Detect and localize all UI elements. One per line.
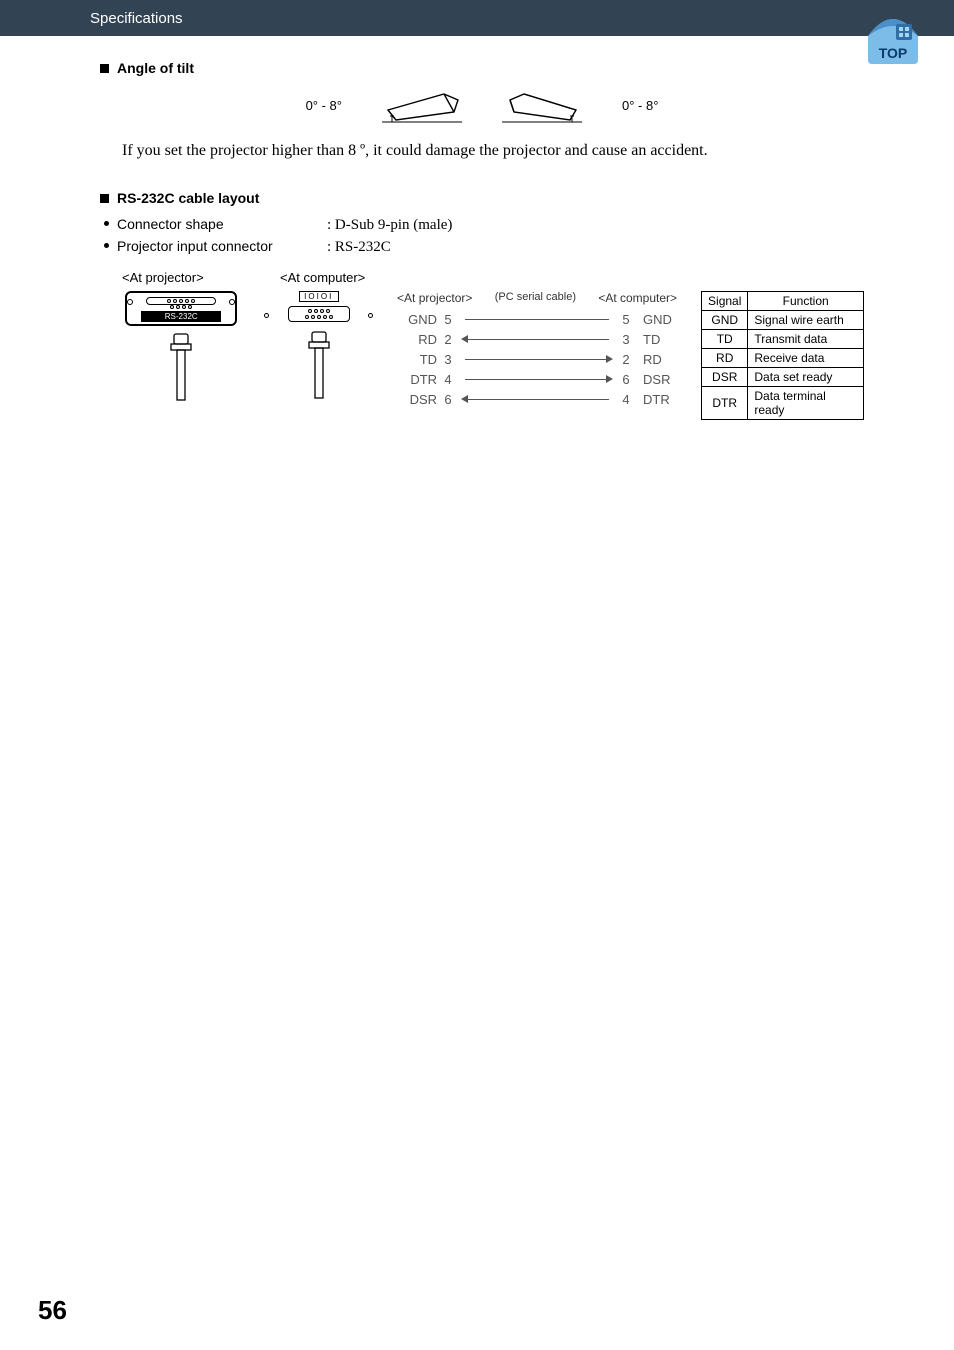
sig-head-function: Function <box>748 292 864 311</box>
table-row: DTRData terminal ready <box>702 387 864 420</box>
function-cell: Data terminal ready <box>748 387 864 420</box>
pinmap-head-comp: <At computer> <box>598 291 677 305</box>
col-head-computer: <At computer> <box>280 270 390 285</box>
pinmap-right-pin: 6 <box>615 372 637 387</box>
tilt-label-left: 0° - 8° <box>306 98 342 113</box>
pinmap-left-signal: DSR <box>397 392 437 407</box>
sig-head-signal: Signal <box>702 292 748 311</box>
bullet-projector-input: Projector input connector : RS-232C <box>104 238 864 256</box>
header-bar: Specifications <box>0 0 954 36</box>
tilt-label-right: 0° - 8° <box>622 98 658 113</box>
pinmap-row: DTR4 6DSR <box>397 369 677 389</box>
function-cell: Receive data <box>748 349 864 368</box>
dot-bullet-icon <box>104 221 109 226</box>
tilt-heading-text: Angle of tilt <box>117 60 194 76</box>
diagram-row: RS-232C IOIOI <box>122 291 864 420</box>
projector-right-icon <box>502 86 582 124</box>
pinmap-line <box>459 313 615 325</box>
square-bullet-icon <box>100 194 109 203</box>
pinmap-left-signal: GND <box>397 312 437 327</box>
screw-connector-icon <box>304 330 334 402</box>
pinmap-right-pin: 3 <box>615 332 637 347</box>
table-row: DSRData set ready <box>702 368 864 387</box>
signal-cell: DSR <box>702 368 748 387</box>
signal-cell: GND <box>702 311 748 330</box>
table-row: TDTransmit data <box>702 330 864 349</box>
pinmap-head-mid: (PC serial cable) <box>495 291 576 305</box>
section-heading-cable: RS-232C cable layout <box>100 190 864 206</box>
bullet-label: Connector shape <box>117 216 327 232</box>
pinmap-right-signal: DSR <box>637 372 677 387</box>
signal-cell: RD <box>702 349 748 368</box>
table-row: GNDSignal wire earth <box>702 311 864 330</box>
bullet-value: : D-Sub 9-pin (male) <box>327 217 452 234</box>
rs232c-label: RS-232C <box>141 311 221 322</box>
pinmap-right-signal: TD <box>637 332 677 347</box>
pinmap-left-pin: 5 <box>437 312 459 327</box>
bullet-value: : RS-232C <box>327 239 391 256</box>
pinmap-line <box>459 373 615 385</box>
bullet-connector-shape: Connector shape : D-Sub 9-pin (male) <box>104 216 864 234</box>
pinmap-right-signal: GND <box>637 312 677 327</box>
col-head-projector: <At projector> <box>122 270 242 285</box>
signal-cell: DTR <box>702 387 748 420</box>
pinmap-left-pin: 2 <box>437 332 459 347</box>
function-cell: Data set ready <box>748 368 864 387</box>
tilt-warning: If you set the projector higher than 8 º… <box>122 142 864 160</box>
pinmap-line <box>459 353 615 365</box>
square-bullet-icon <box>100 64 109 73</box>
section-heading-tilt: Angle of tilt <box>100 60 864 76</box>
screw-connector-icon <box>166 332 196 404</box>
pinmap-left-pin: 6 <box>437 392 459 407</box>
pinmap-head-proj: <At projector> <box>397 291 472 305</box>
pin-mapping: <At projector> (PC serial cable) <At com… <box>397 291 677 409</box>
pinmap-left-pin: 3 <box>437 352 459 367</box>
pinmap-row: TD3 2RD <box>397 349 677 369</box>
content-area: Angle of tilt 0° - 8° 0° - 8° I <box>0 36 954 460</box>
pinmap-line <box>459 333 615 345</box>
signal-function-table: Signal Function GNDSignal wire earthTDTr… <box>701 291 864 420</box>
pinmap-left-pin: 4 <box>437 372 459 387</box>
dot-bullet-icon <box>104 243 109 248</box>
pinmap-left-signal: TD <box>397 352 437 367</box>
pinmap-row: GND55GND <box>397 309 677 329</box>
connector-column-heads: <At projector> <At computer> <box>122 270 864 285</box>
projector-port-diagram: RS-232C <box>122 291 240 404</box>
pinmap-row: RD2 3TD <box>397 329 677 349</box>
computer-port-diagram: IOIOI <box>264 291 373 402</box>
cable-heading-text: RS-232C cable layout <box>117 190 259 206</box>
bullet-label: Projector input connector <box>117 238 327 254</box>
pinmap-left-signal: DTR <box>397 372 437 387</box>
pinmap-left-signal: RD <box>397 332 437 347</box>
pinmap-right-signal: RD <box>637 352 677 367</box>
ioioi-label: IOIOI <box>299 291 339 302</box>
pinmap-line <box>459 393 615 405</box>
table-row: RDReceive data <box>702 349 864 368</box>
signal-cell: TD <box>702 330 748 349</box>
pinmap-right-pin: 4 <box>615 392 637 407</box>
function-cell: Signal wire earth <box>748 311 864 330</box>
pinmap-right-signal: DTR <box>637 392 677 407</box>
header-title: Specifications <box>90 10 183 27</box>
pinmap-right-pin: 2 <box>615 352 637 367</box>
pinmap-right-pin: 5 <box>615 312 637 327</box>
tilt-diagram-row: 0° - 8° 0° - 8° <box>100 86 864 124</box>
pinmap-row: DSR6 4DTR <box>397 389 677 409</box>
page-number: 56 <box>38 1295 67 1326</box>
projector-left-icon <box>382 86 462 124</box>
function-cell: Transmit data <box>748 330 864 349</box>
